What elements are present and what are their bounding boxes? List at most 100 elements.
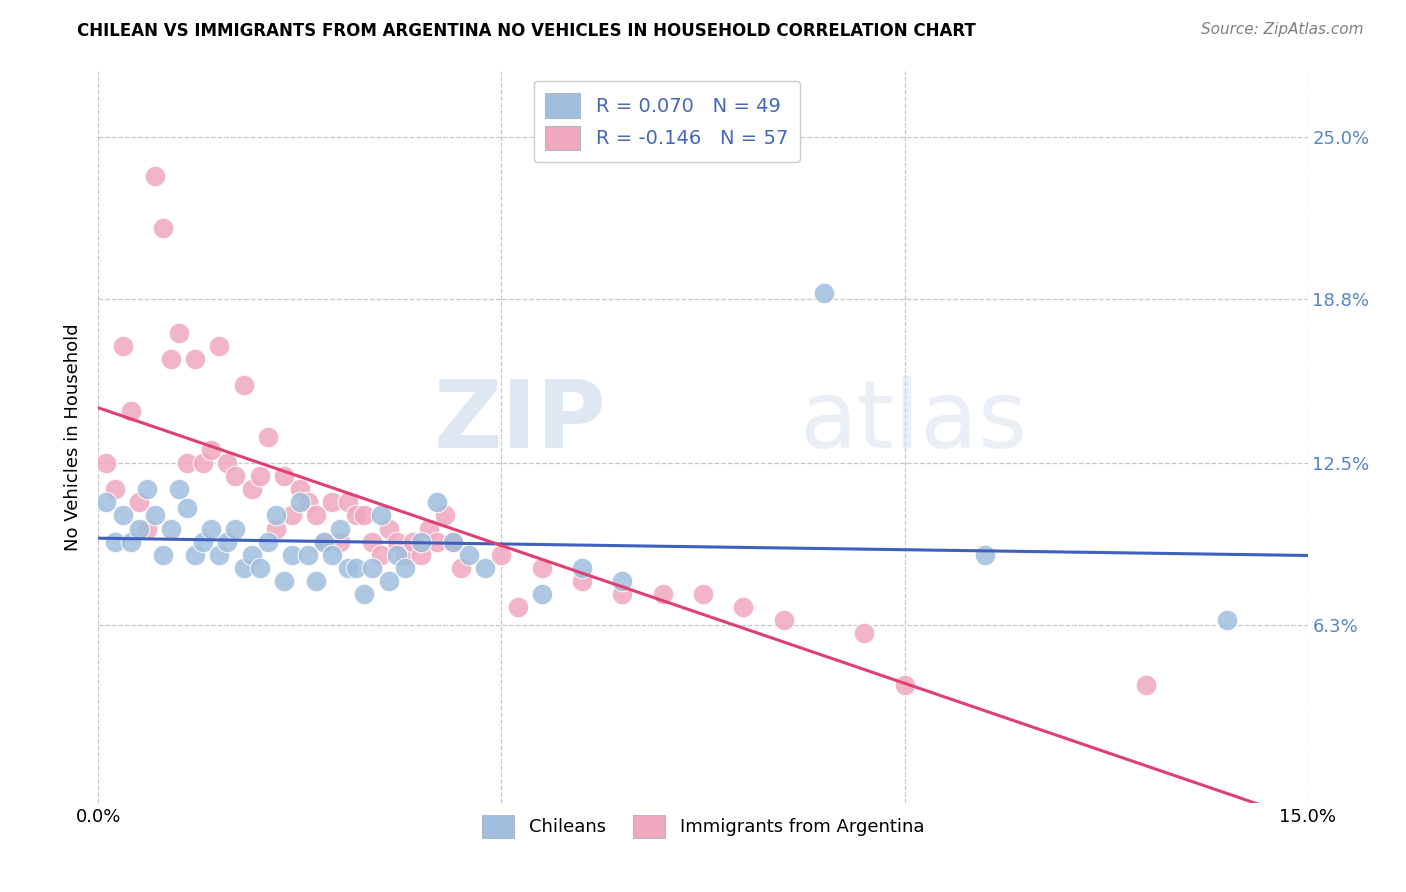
Point [288,495,311,509]
Point [200,521,222,535]
Point [160,351,183,366]
Point [305,508,328,523]
Point [135,521,157,535]
Point [297,548,319,562]
Point [152,221,174,235]
Point [264,521,287,535]
Point [409,548,432,562]
Point [377,574,399,588]
Point [232,377,254,392]
Point [135,483,157,497]
Point [160,521,183,535]
Text: Source: ZipAtlas.com: Source: ZipAtlas.com [1201,22,1364,37]
Point [571,574,593,588]
Point [426,534,449,549]
Point [1216,613,1239,627]
Point [1135,678,1157,692]
Point [353,587,375,601]
Point [96,495,118,509]
Point [281,548,304,562]
Point [193,534,215,549]
Point [321,548,343,562]
Point [273,469,295,483]
Point [772,613,794,627]
Point [297,495,319,509]
Point [370,548,392,562]
Point [200,443,222,458]
Point [193,456,215,470]
Point [143,508,166,523]
Point [249,469,271,483]
Point [224,469,246,483]
Point [353,508,375,523]
Text: ZIP: ZIP [433,376,606,468]
Point [167,326,190,340]
Point [217,456,239,470]
Point [264,508,287,523]
Point [305,574,328,588]
Point [103,483,125,497]
Point [232,560,254,574]
Point [612,587,634,601]
Point [329,534,352,549]
Point [217,534,239,549]
Point [249,560,271,574]
Text: CHILEAN VS IMMIGRANTS FROM ARGENTINA NO VEHICLES IN HOUSEHOLD CORRELATION CHART: CHILEAN VS IMMIGRANTS FROM ARGENTINA NO … [77,22,976,40]
Point [394,548,416,562]
Point [337,560,360,574]
Point [361,560,384,574]
Y-axis label: No Vehicles in Household: No Vehicles in Household [65,323,83,551]
Point [120,404,142,418]
Point [256,430,278,444]
Point [344,508,367,523]
Point [530,560,553,574]
Point [128,521,150,535]
Point [692,587,714,601]
Point [974,548,997,562]
Point [733,599,755,614]
Point [337,495,360,509]
Point [893,678,915,692]
Point [394,560,416,574]
Point [143,169,166,183]
Point [491,548,513,562]
Point [96,456,118,470]
Point [240,483,263,497]
Point [314,534,336,549]
Text: atlas: atlas [800,376,1028,468]
Point [329,521,352,535]
Point [208,548,231,562]
Point [651,587,673,601]
Point [458,548,481,562]
Point [128,495,150,509]
Point [853,626,876,640]
Point [314,534,336,549]
Point [111,338,134,352]
Point [434,508,457,523]
Point [208,338,231,352]
Point [441,534,464,549]
Point [385,548,408,562]
Point [321,495,343,509]
Point [184,548,207,562]
Point [111,508,134,523]
Point [152,548,174,562]
Point [418,521,440,535]
Point [256,534,278,549]
Point [426,495,449,509]
Point [344,560,367,574]
Point [167,483,190,497]
Point [224,521,246,535]
Point [530,587,553,601]
Point [103,534,125,549]
Point [273,574,295,588]
Point [377,521,399,535]
Point [571,560,593,574]
Point [813,286,835,301]
Point [120,534,142,549]
Point [288,483,311,497]
Point [474,560,496,574]
Point [506,599,529,614]
Legend: Chileans, Immigrants from Argentina: Chileans, Immigrants from Argentina [474,807,932,845]
Point [176,456,198,470]
